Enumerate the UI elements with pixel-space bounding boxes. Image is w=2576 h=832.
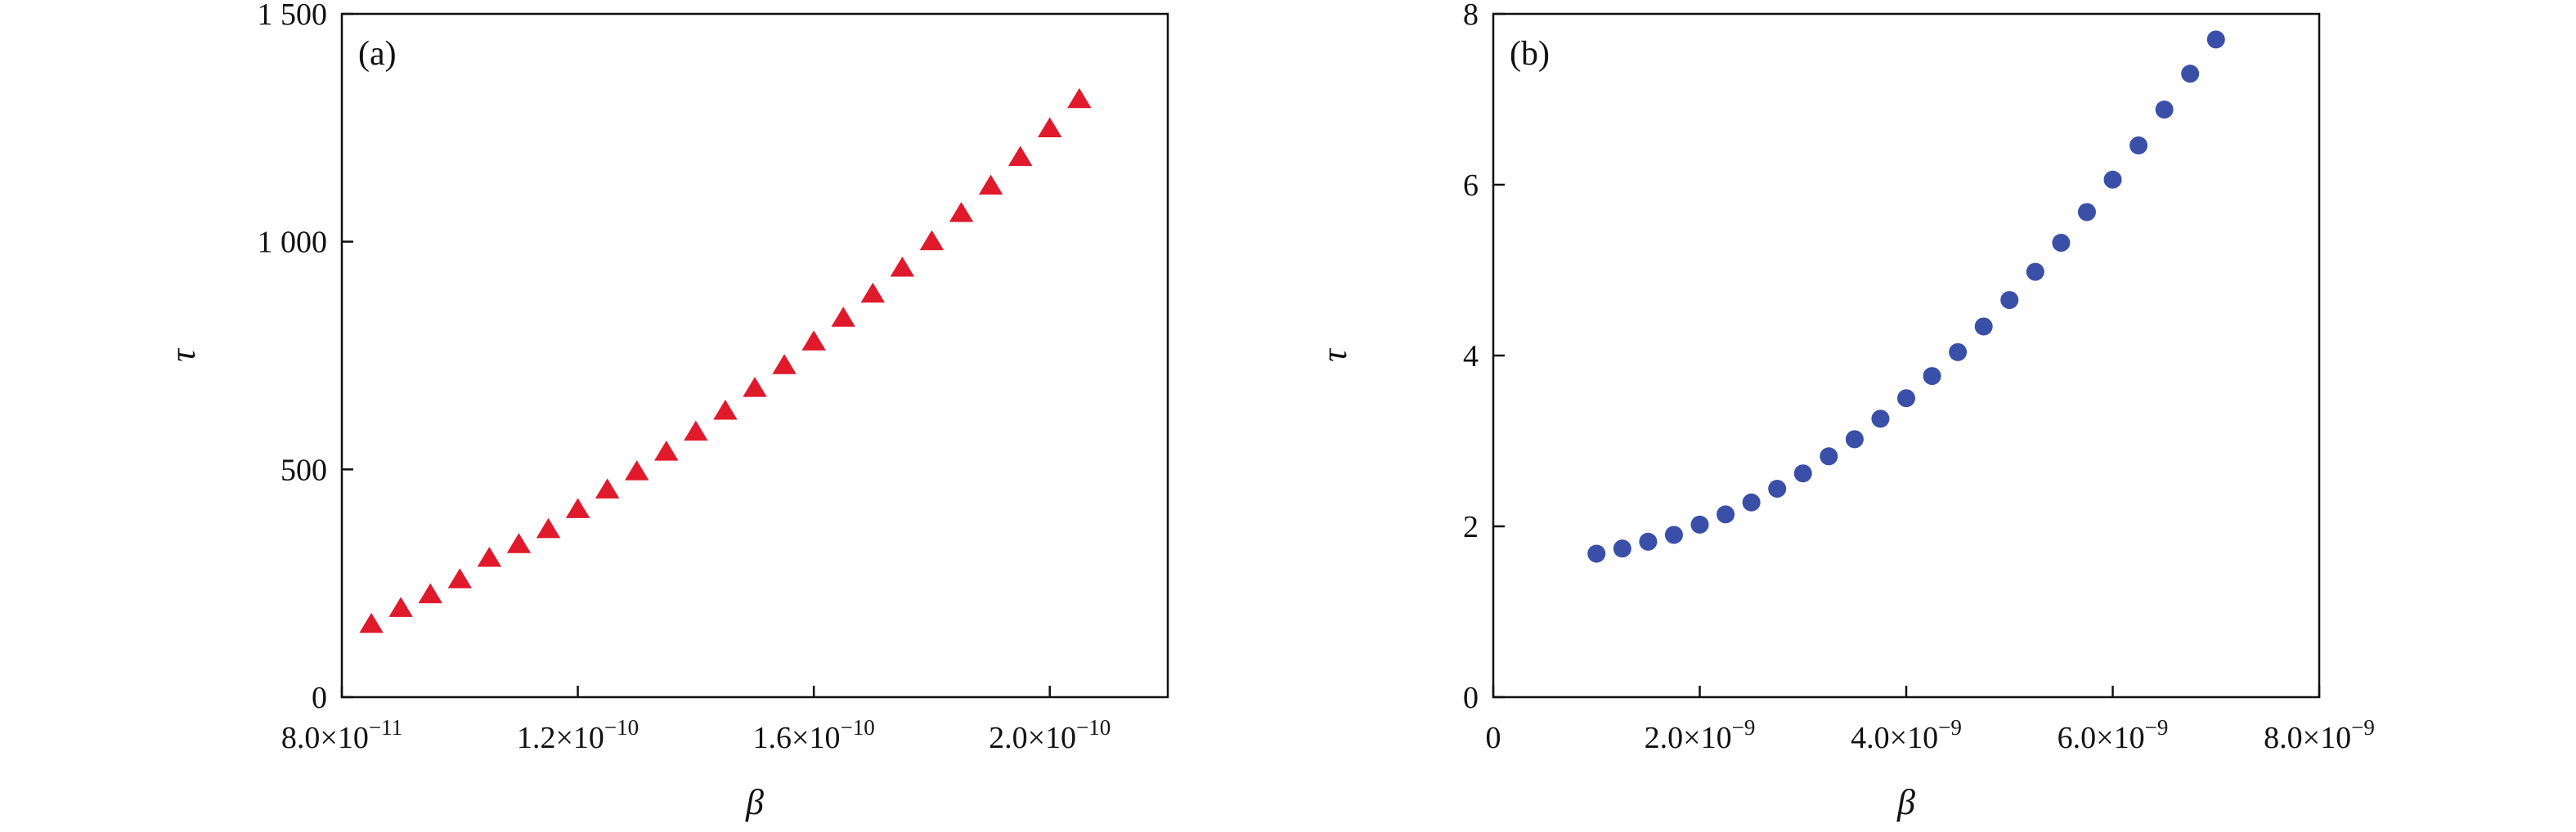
data-point bbox=[1793, 464, 1812, 483]
x-tick-label: 8.0×10−9 bbox=[2264, 715, 2375, 755]
x-axis-title: β bbox=[1896, 782, 1915, 822]
data-point bbox=[1871, 409, 1890, 428]
data-point bbox=[1067, 87, 1092, 109]
data-point bbox=[447, 568, 472, 588]
data-point bbox=[1949, 342, 1968, 361]
data-point bbox=[949, 202, 974, 222]
data-point bbox=[772, 354, 797, 374]
x-tick-label: 2.0×10−10 bbox=[989, 715, 1111, 755]
data-point bbox=[1897, 389, 1915, 408]
data-point bbox=[2000, 291, 2019, 310]
x-axis-title: β bbox=[745, 782, 764, 822]
panel-label: (b) bbox=[1510, 35, 1550, 73]
data-point bbox=[1690, 515, 1709, 534]
data-point bbox=[1845, 430, 1864, 449]
data-point bbox=[2052, 234, 2071, 253]
plot-frame bbox=[1492, 12, 2321, 699]
data-point bbox=[860, 282, 885, 303]
data-point bbox=[1587, 544, 1606, 563]
data-point bbox=[684, 420, 708, 441]
y-axis-title: τ bbox=[163, 347, 203, 362]
data-point bbox=[1974, 317, 1993, 336]
y-tick-label: 1 000 bbox=[258, 226, 328, 260]
data-point bbox=[654, 441, 679, 461]
y-tick-label: 0 bbox=[312, 681, 327, 715]
data-point bbox=[2026, 262, 2044, 281]
x-tick-label: 2.0×10−9 bbox=[1645, 715, 1756, 755]
data-point bbox=[565, 498, 590, 518]
chart-panel-1: 8.0×10−11 1.2×10−10 1.6×10−10 2.0×10−10 0 500… bbox=[163, 0, 1169, 822]
x-tick-label: 1.6×10−10 bbox=[753, 715, 875, 755]
data-point bbox=[2155, 101, 2174, 119]
data-point bbox=[1664, 526, 1683, 544]
data-point bbox=[2206, 30, 2225, 49]
data-point bbox=[890, 256, 915, 277]
data-point bbox=[1639, 532, 1658, 551]
y-tick-label: 4 bbox=[1463, 339, 1479, 374]
data-point bbox=[625, 460, 649, 481]
x-tick-label: 0 bbox=[1486, 721, 1501, 755]
x-tick-label: 1.2×10−10 bbox=[517, 715, 639, 755]
y-tick-label: 1 500 bbox=[258, 0, 328, 32]
data-point bbox=[1008, 145, 1033, 167]
x-tick-label: 4.0×10−9 bbox=[1851, 715, 1962, 755]
data-point bbox=[2103, 170, 2122, 189]
data-point bbox=[359, 612, 384, 633]
data-point bbox=[1768, 480, 1787, 499]
data-point bbox=[1038, 117, 1062, 137]
data-point bbox=[743, 377, 767, 397]
data-point bbox=[1820, 447, 1838, 466]
y-tick-label: 6 bbox=[1463, 168, 1479, 203]
data-point bbox=[801, 330, 826, 351]
data-point bbox=[1742, 493, 1761, 512]
data-point bbox=[713, 399, 738, 420]
data-point bbox=[595, 478, 620, 499]
data-point bbox=[831, 306, 855, 327]
data-point bbox=[2077, 203, 2096, 221]
y-tick-label: 500 bbox=[280, 453, 327, 487]
data-point bbox=[2129, 136, 2148, 154]
data-point bbox=[506, 533, 532, 553]
data-point bbox=[1923, 367, 1941, 386]
data-point bbox=[2181, 65, 2200, 83]
y-tick-label: 0 bbox=[1463, 681, 1479, 715]
data-point bbox=[388, 597, 413, 617]
data-point bbox=[1717, 505, 1735, 524]
data-point bbox=[477, 547, 502, 567]
data-point bbox=[978, 174, 1003, 195]
data-point bbox=[418, 583, 442, 604]
x-tick-label: 6.0×10−9 bbox=[2058, 715, 2169, 755]
y-axis-title: τ bbox=[1314, 347, 1354, 362]
y-tick-label: 2 bbox=[1463, 510, 1479, 544]
y-tick-label: 8 bbox=[1463, 0, 1479, 32]
chart-panel-2: 0 2.0×10−9 4.0×10−9 6.0×10−9 8.0×10−9 0 2 4 6 8 β τ… bbox=[1314, 0, 2375, 822]
data-point bbox=[1613, 539, 1631, 558]
data-point bbox=[919, 230, 945, 251]
plot-frame bbox=[340, 12, 1169, 699]
panel-label: (a) bbox=[358, 35, 397, 73]
x-tick-label: 8.0×10−11 bbox=[281, 715, 402, 755]
data-point bbox=[536, 517, 561, 539]
